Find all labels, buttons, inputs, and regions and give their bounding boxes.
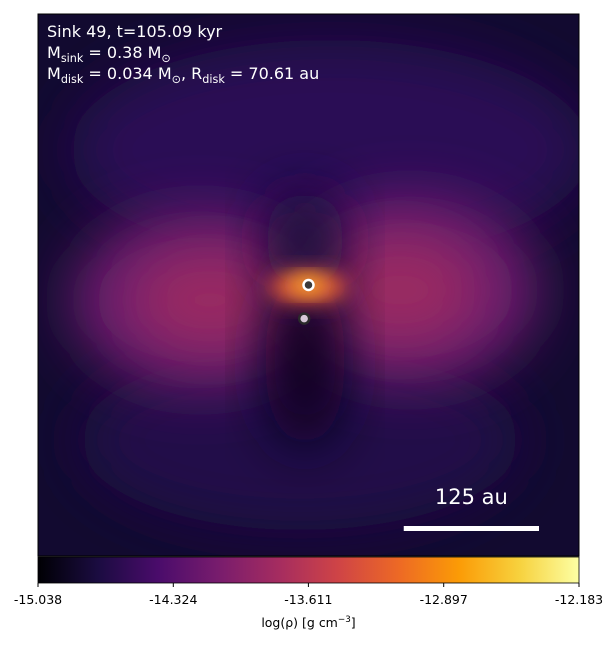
colorbar-tick-label: -12.183 [555,592,603,607]
subscript: disk [61,73,84,86]
scale-bar-label: 125 au [435,485,508,509]
text-part: = 70.61 au [225,64,319,83]
text-part: log(ρ) [g cm [261,615,338,630]
frame [37,13,580,557]
colorbar-tick-label: -12.897 [420,592,468,607]
annotation: Sink 49, t=105.09 kyr [47,22,223,41]
text-part: M [47,43,61,62]
scale-bar [403,526,539,531]
subscript: disk [202,73,225,86]
text-part: = 0.034 M [83,64,171,83]
text-part: Sink 49, t=105.09 kyr [47,22,223,41]
sink [302,278,315,292]
text-part: ] [351,615,356,630]
subscript: ⊙ [161,52,170,65]
colorbar-tick-label: -13.611 [284,592,332,607]
annotation: Msink​ = 0.38 M⊙​ [47,43,171,65]
colorbar-tick-label: -15.038 [14,592,62,607]
text-part: , R [181,64,202,83]
superscript: −3 [338,615,351,625]
subscript: ⊙ [172,73,181,86]
density-map [38,14,579,556]
subscript: sink [61,52,84,65]
colorbar [37,556,580,584]
sink [297,312,311,325]
colorbar-tick-label: -14.324 [149,592,197,607]
annotation: Mdisk​ = 0.034 M⊙​, Rdisk​ = 70.61 au [47,64,319,86]
colorbar-label: log(ρ) [g cm−3​] [261,615,355,630]
text-part: = 0.38 M [83,43,161,62]
text-part: M [47,64,61,83]
